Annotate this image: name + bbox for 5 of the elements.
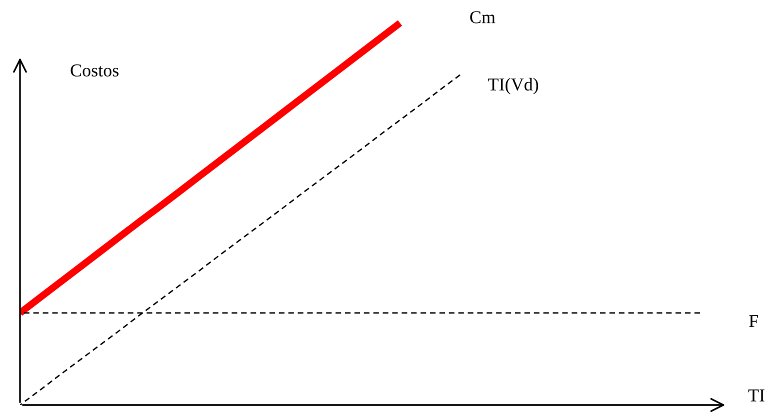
series-label: TI(Vd): [488, 78, 538, 94]
x-axis-title: TI: [748, 390, 764, 402]
text: F: [749, 315, 758, 327]
y-axis-title: Costos: [70, 64, 119, 77]
text: Cm: [470, 11, 496, 24]
